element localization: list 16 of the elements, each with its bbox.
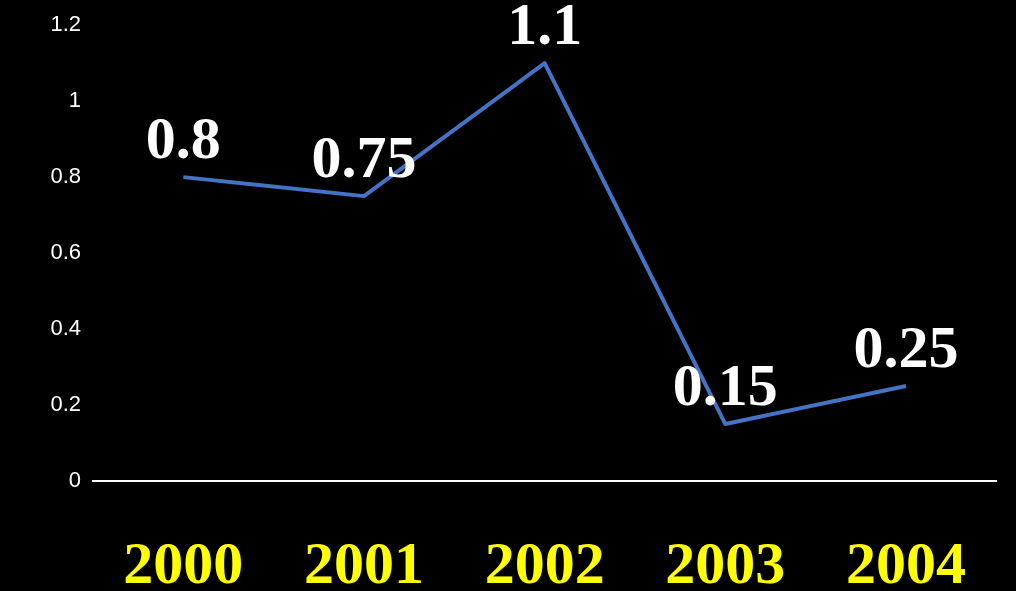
data-label: 1.1 bbox=[507, 0, 583, 57]
data-label: 0.8 bbox=[145, 104, 221, 171]
data-label: 0.25 bbox=[853, 313, 959, 380]
x-tick-label: 2001 bbox=[304, 529, 424, 591]
y-tick-label: 1.2 bbox=[50, 11, 81, 37]
y-tick-label: 0.8 bbox=[50, 163, 81, 189]
y-tick-label: 0.6 bbox=[50, 239, 81, 265]
y-tick-label: 1 bbox=[68, 87, 81, 113]
x-tick-label: 2000 bbox=[123, 529, 244, 591]
y-tick-label: 0.4 bbox=[50, 315, 81, 341]
y-tick-label: 0.2 bbox=[50, 391, 81, 417]
x-tick-label: 2002 bbox=[484, 529, 605, 591]
x-tick-label: 2004 bbox=[846, 529, 966, 591]
x-tick-label: 2003 bbox=[665, 529, 786, 591]
data-label: 0.75 bbox=[311, 123, 417, 190]
y-tick-label: 0 bbox=[68, 467, 81, 493]
